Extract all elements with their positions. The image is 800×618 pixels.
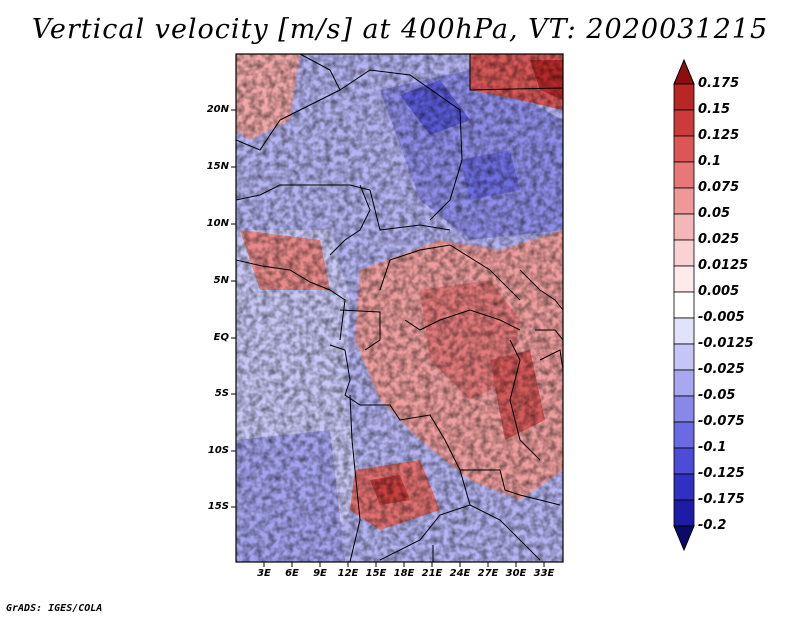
- colorbar-swatch: [673, 369, 695, 397]
- colorbar-label: 0.1: [698, 154, 722, 169]
- lat-label: 5S: [214, 388, 229, 399]
- colorbar-label: 0.15: [698, 102, 731, 117]
- colorbar-label: -0.0125: [698, 336, 754, 351]
- colorbar-swatch: [673, 109, 695, 137]
- colorbar: [673, 58, 695, 552]
- colorbar-label: 0.0125: [698, 258, 749, 273]
- colorbar-swatch: [673, 213, 695, 241]
- lat-label: 15N: [206, 161, 229, 172]
- colorbar-swatch: [673, 83, 695, 111]
- colorbar-swatch: [673, 499, 695, 527]
- colorbar-swatch: [673, 447, 695, 475]
- colorbar-swatch: [673, 395, 695, 423]
- lat-label: 10S: [207, 445, 229, 456]
- lon-label: 3E: [257, 568, 271, 579]
- lat-label: 5N: [213, 275, 229, 286]
- colorbar-swatch: [673, 239, 695, 267]
- colorbar-swatch: [673, 421, 695, 449]
- colorbar-swatch: [673, 135, 695, 163]
- lat-label: 15S: [207, 501, 229, 512]
- lon-label: 24E: [449, 568, 471, 579]
- colorbar-arrow-bottom: [673, 525, 695, 552]
- country-borders: [236, 54, 563, 562]
- colorbar-swatch: [673, 161, 695, 189]
- chart-title: Vertical velocity [m/s] at 400hPa, VT: 2…: [31, 14, 769, 45]
- lon-label: 21E: [421, 568, 443, 579]
- colorbar-arrow-top: [673, 58, 695, 85]
- grads-credit: GrADS: IGES/COLA: [6, 603, 103, 614]
- colorbar-label: -0.2: [698, 518, 727, 533]
- colorbar-label: -0.175: [698, 492, 745, 507]
- colorbar-label: 0.075: [698, 180, 740, 195]
- lon-label: 15E: [365, 568, 387, 579]
- lat-label: 20N: [206, 104, 229, 115]
- colorbar-label: -0.005: [698, 310, 745, 325]
- colorbar-label: -0.075: [698, 414, 745, 429]
- lon-label: 12E: [337, 568, 359, 579]
- colorbar-label: 0.025: [698, 232, 740, 247]
- lon-label: 30E: [505, 568, 527, 579]
- lon-label: 27E: [477, 568, 499, 579]
- colorbar-label: 0.175: [698, 76, 740, 91]
- colorbar-label: 0.005: [698, 284, 740, 299]
- colorbar-label: -0.025: [698, 362, 745, 377]
- colorbar-swatch: [673, 473, 695, 501]
- map-frame: [235, 53, 564, 563]
- colorbar-swatch: [673, 187, 695, 215]
- colorbar-label: -0.05: [698, 388, 736, 403]
- colorbar-swatch: [673, 317, 695, 345]
- lat-label: 10N: [206, 218, 229, 229]
- colorbar-swatch: [673, 291, 695, 319]
- velocity-field: [236, 54, 563, 562]
- lat-label: EQ: [213, 332, 229, 343]
- colorbar-swatch: [673, 265, 695, 293]
- colorbar-label: 0.125: [698, 128, 740, 143]
- colorbar-label: 0.05: [698, 206, 731, 221]
- lon-label: 6E: [285, 568, 299, 579]
- lon-label: 9E: [313, 568, 327, 579]
- colorbar-label: -0.125: [698, 466, 745, 481]
- lon-label: 18E: [393, 568, 415, 579]
- colorbar-label: -0.1: [698, 440, 727, 455]
- colorbar-swatch: [673, 343, 695, 371]
- lon-label: 33E: [533, 568, 555, 579]
